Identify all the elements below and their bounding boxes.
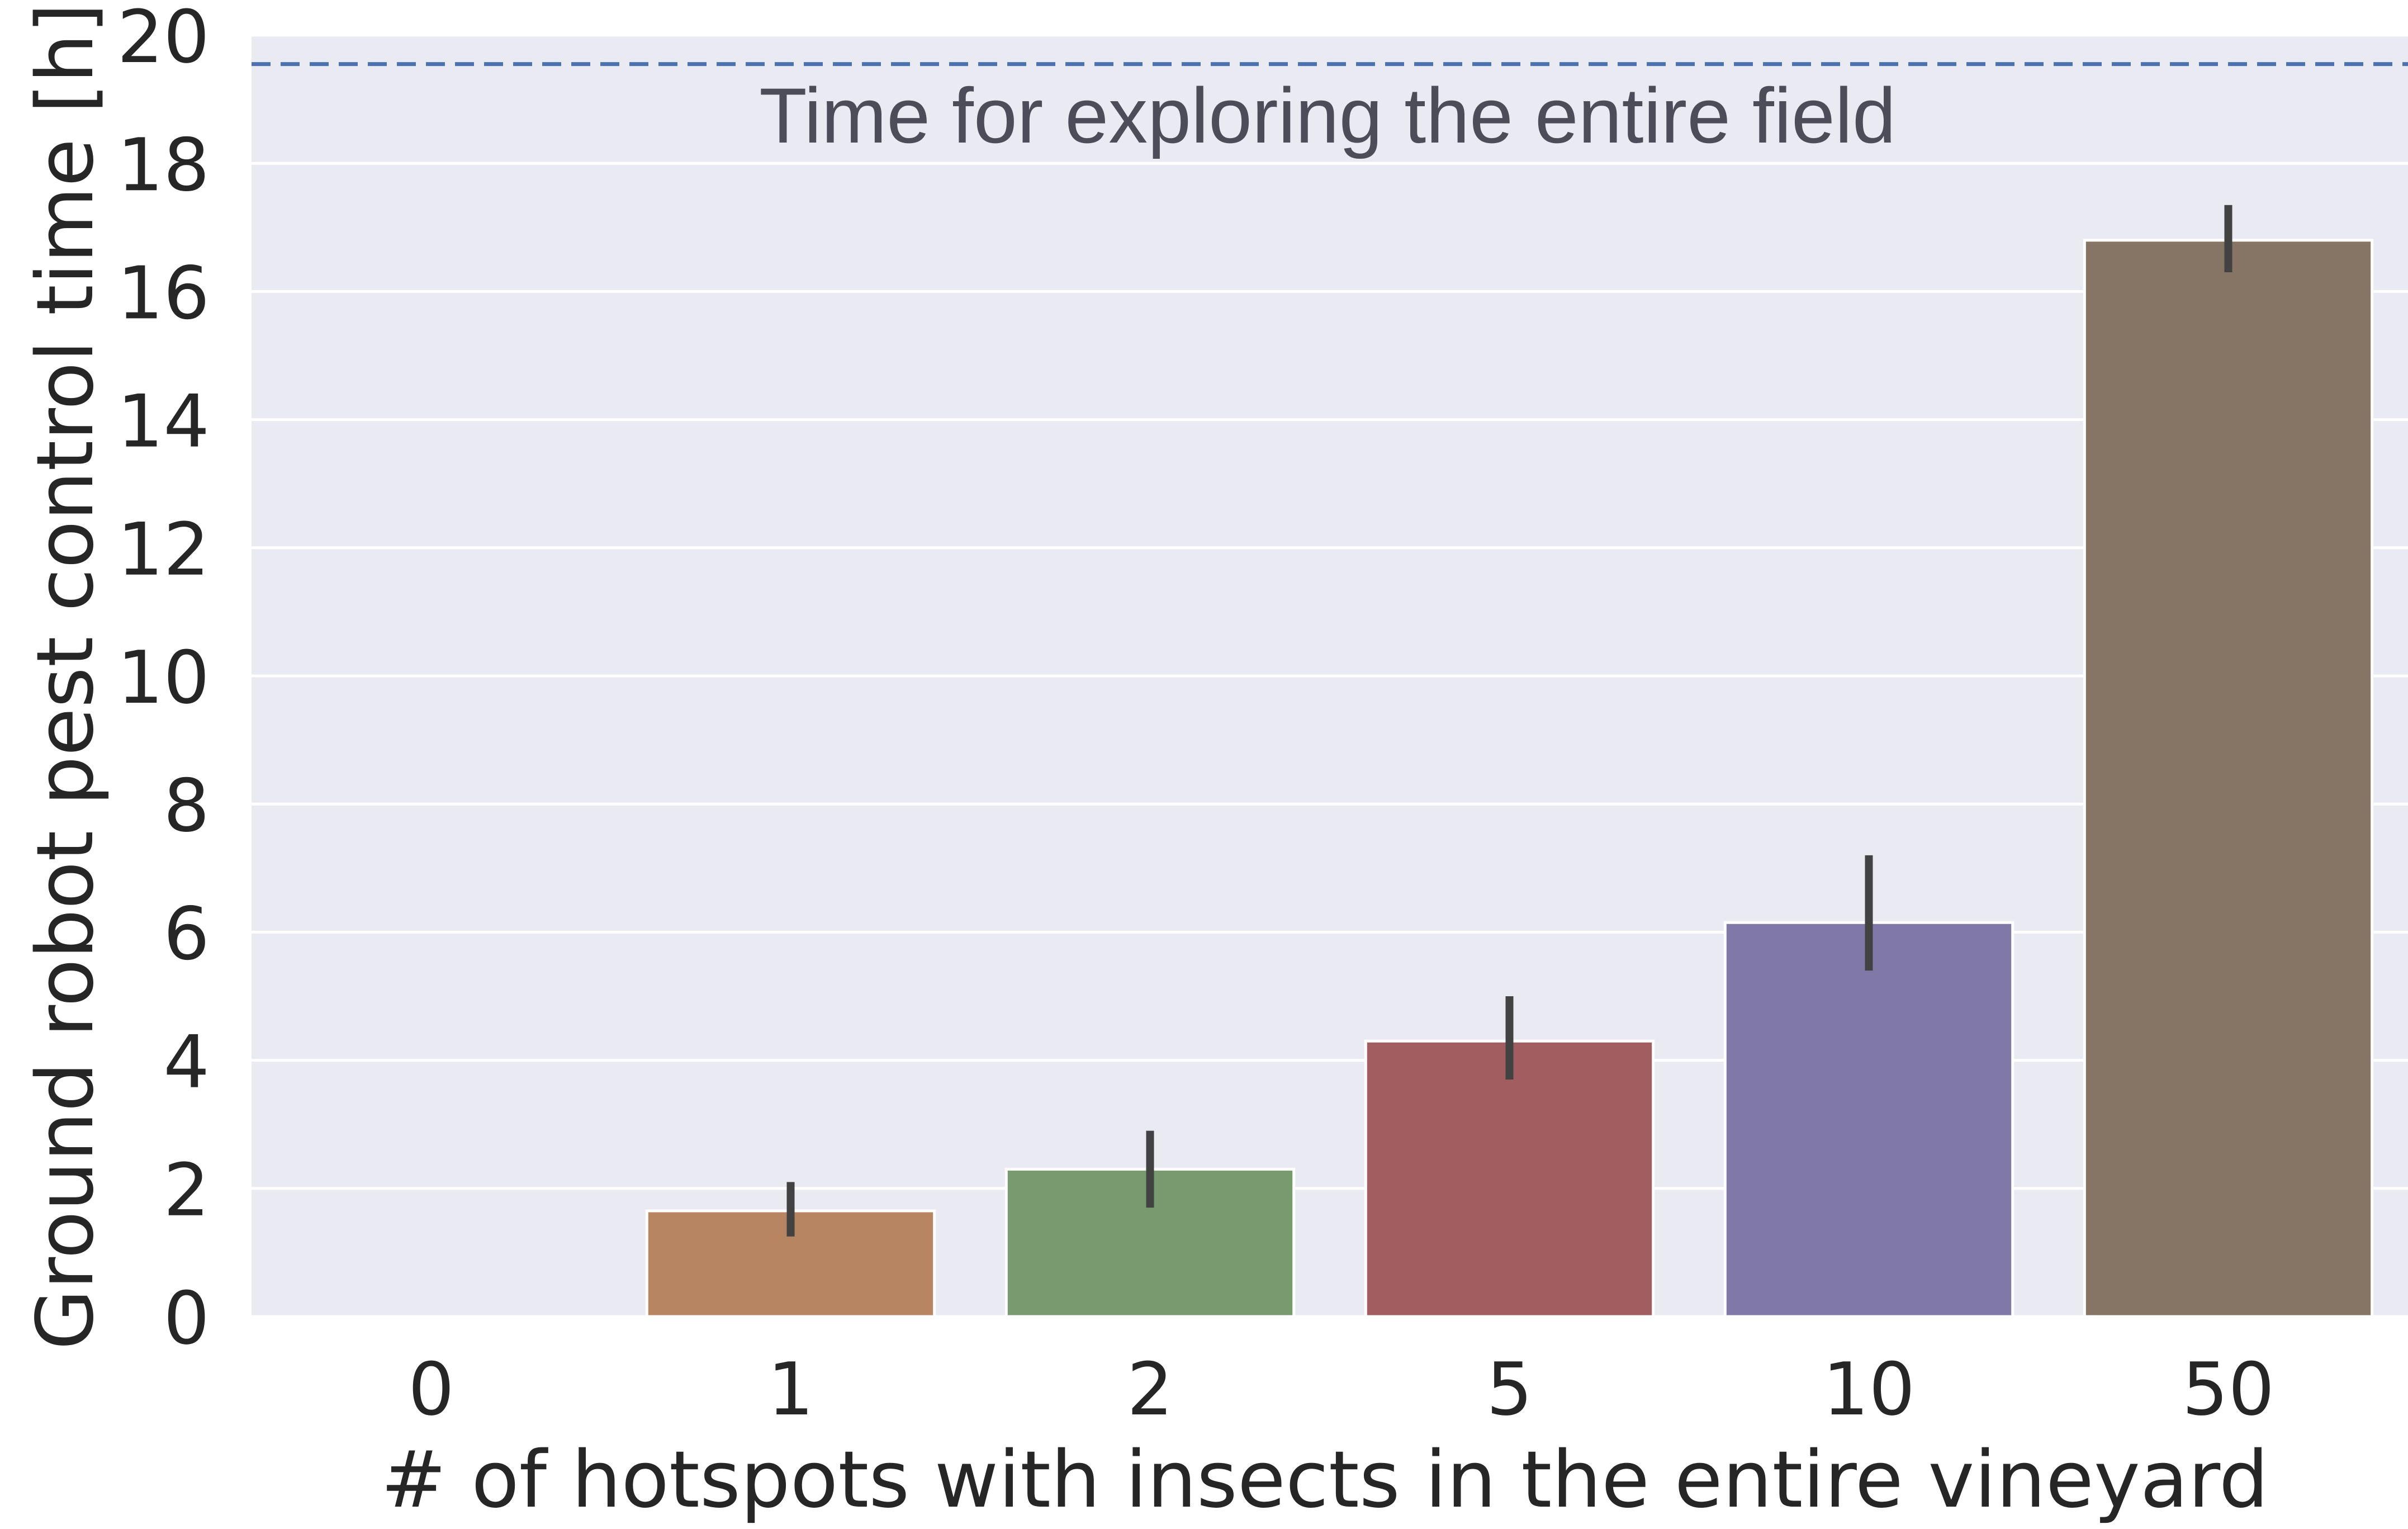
y-tick-label: 0 bbox=[163, 1276, 210, 1361]
y-tick-label: 8 bbox=[163, 763, 210, 848]
bar bbox=[1364, 1039, 1655, 1318]
y-tick-labels: 0 2 4 6 8 10 12 14 16 18 20 bbox=[117, 0, 210, 1361]
y-axis-label: Ground robot pest control time [h] bbox=[20, 3, 111, 1350]
x-tick-label: 5 bbox=[1486, 1347, 1533, 1432]
reference-line-group: Time for exploring the entire field bbox=[252, 62, 2408, 159]
y-tick-label: 20 bbox=[117, 0, 210, 79]
x-tick-label: 1 bbox=[767, 1347, 814, 1432]
y-tick-label: 10 bbox=[117, 635, 210, 720]
x-tick-label: 50 bbox=[2182, 1347, 2274, 1432]
x-tick-labels: 0 1 2 5 10 50 bbox=[408, 1347, 2274, 1432]
bar bbox=[2083, 239, 2374, 1318]
y-tick-label: 18 bbox=[117, 122, 210, 207]
x-tick-label: 2 bbox=[1127, 1347, 1173, 1432]
reference-line-label: Time for exploring the entire field bbox=[759, 72, 1896, 159]
gridlines bbox=[252, 34, 2408, 1318]
y-tick-label: 2 bbox=[163, 1148, 210, 1233]
x-tick-label: 10 bbox=[1823, 1347, 1915, 1432]
y-tick-label: 4 bbox=[163, 1020, 210, 1105]
error-bars bbox=[786, 205, 2232, 1237]
y-tick-label: 12 bbox=[117, 507, 210, 592]
x-axis-label: # of hotspots with insects in the entire… bbox=[381, 1435, 2268, 1526]
y-tick-label: 14 bbox=[117, 379, 210, 464]
bars bbox=[645, 239, 2374, 1318]
y-tick-label: 6 bbox=[163, 891, 210, 976]
y-tick-label: 16 bbox=[117, 250, 210, 335]
x-tick-label: 0 bbox=[408, 1347, 454, 1432]
bar bbox=[1723, 921, 2014, 1318]
